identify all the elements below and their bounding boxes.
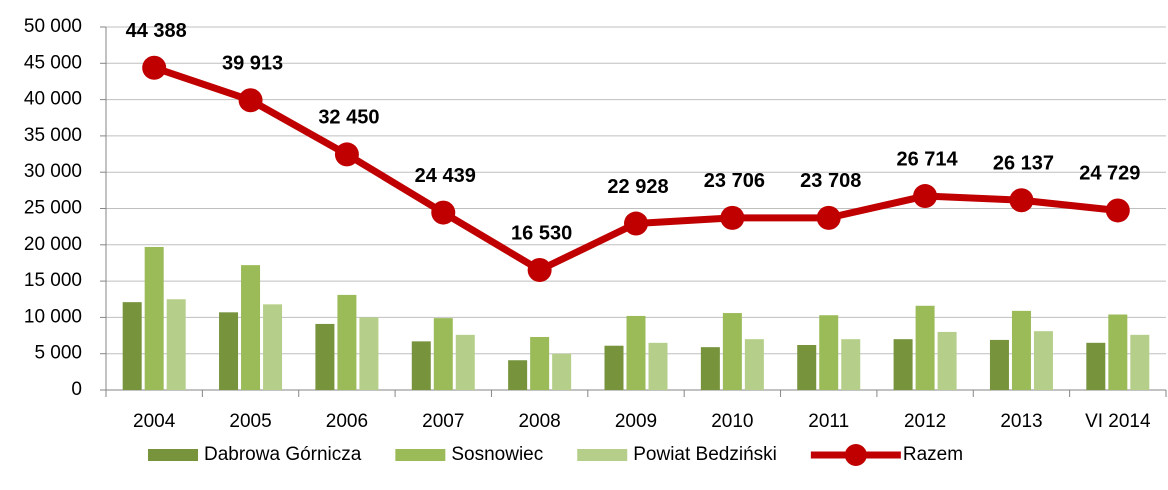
bar <box>263 304 283 390</box>
legend-swatch <box>148 449 198 461</box>
y-tick-label: 30 000 <box>24 161 82 182</box>
bar <box>937 331 957 390</box>
legend-swatch <box>577 449 628 461</box>
y-tick-label: 5 000 <box>34 343 82 364</box>
bar <box>1086 342 1106 390</box>
bar <box>122 302 142 390</box>
marker <box>334 142 359 167</box>
x-tick-label: 2011 <box>808 411 849 432</box>
y-tick-label: 45 000 <box>24 52 82 73</box>
data-label: 32 450 <box>318 107 379 129</box>
data-label: 23 708 <box>800 170 861 192</box>
bar <box>989 339 1009 390</box>
data-label: 39 913 <box>222 53 283 75</box>
marker <box>720 205 745 230</box>
x-tick-label: 2007 <box>422 411 464 432</box>
x-tick-label: 2004 <box>133 411 176 432</box>
bar <box>144 246 164 390</box>
bar <box>797 344 817 390</box>
x-tick-label: 2009 <box>615 411 657 432</box>
marker <box>816 205 841 230</box>
marker <box>142 55 167 80</box>
bar <box>433 318 453 390</box>
y-tick-label: 35 000 <box>24 125 82 146</box>
x-tick-label: 2012 <box>904 411 946 432</box>
bar <box>359 317 379 390</box>
legend-label: Razem <box>903 444 963 465</box>
bar <box>1033 331 1053 390</box>
bar <box>819 315 839 390</box>
x-tick-label: 2006 <box>326 411 368 432</box>
data-label: 16 530 <box>511 222 572 244</box>
bar <box>508 360 528 390</box>
bar <box>530 337 550 390</box>
bar <box>700 347 720 390</box>
data-label: 44 388 <box>126 20 187 42</box>
bar <box>1011 310 1031 390</box>
bar <box>337 294 357 390</box>
marker <box>624 211 648 236</box>
legend-swatch <box>844 444 867 466</box>
bar <box>411 341 431 390</box>
x-tick-label: 2005 <box>229 411 271 432</box>
marker <box>913 184 938 209</box>
bar <box>1108 314 1128 390</box>
data-label: 24 729 <box>1079 163 1140 185</box>
bar <box>626 315 646 390</box>
bar <box>648 342 668 390</box>
bar <box>893 339 913 390</box>
bar <box>744 339 764 390</box>
y-tick-label: 40 000 <box>24 89 82 110</box>
x-tick-label: 2013 <box>1000 411 1042 432</box>
y-tick-label: 10 000 <box>24 306 82 327</box>
legend-label: Sosnowiec <box>451 444 543 465</box>
marker <box>1105 198 1130 223</box>
data-label: 26 137 <box>993 153 1054 175</box>
bar <box>166 299 186 390</box>
legend-label: Powiat Bedziński <box>633 444 777 465</box>
y-tick-label: 20 000 <box>24 234 82 255</box>
x-tick-label: VI 2014 <box>1085 411 1151 432</box>
line <box>153 64 1119 274</box>
bar <box>1130 334 1150 390</box>
x-tick-label: 2010 <box>711 411 753 432</box>
marker <box>431 200 456 225</box>
bar <box>315 323 335 390</box>
data-label: 24 439 <box>415 165 476 187</box>
data-label: 22 928 <box>607 176 668 198</box>
bar <box>455 334 475 390</box>
bar <box>241 265 261 390</box>
x-tick-label: 2008 <box>518 411 560 432</box>
bar <box>841 339 861 390</box>
bar <box>219 312 239 390</box>
y-tick-label: 15 000 <box>24 270 82 291</box>
bar <box>604 345 624 390</box>
bar <box>552 353 572 390</box>
legend-label: Dabrowa Górnicza <box>204 444 362 465</box>
bar <box>915 305 935 390</box>
y-tick-label: 50 000 <box>24 16 82 37</box>
legend-swatch <box>395 449 446 461</box>
data-label: 23 706 <box>704 170 765 192</box>
bar <box>722 313 742 390</box>
marker <box>1009 188 1034 213</box>
marker <box>238 88 263 113</box>
y-tick-label: 0 <box>71 379 82 400</box>
data-label: 26 714 <box>897 148 959 170</box>
y-tick-label: 25 000 <box>24 198 82 219</box>
marker <box>527 257 552 282</box>
